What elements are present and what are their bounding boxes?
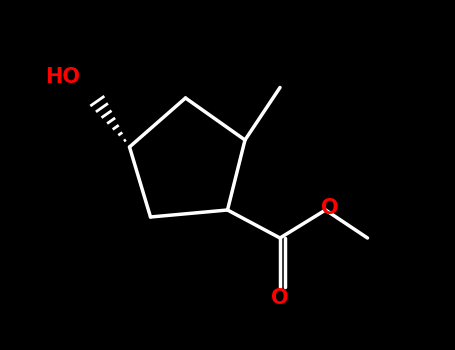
Text: O: O: [321, 198, 339, 218]
Text: O: O: [271, 288, 289, 308]
Text: HO: HO: [46, 67, 81, 87]
